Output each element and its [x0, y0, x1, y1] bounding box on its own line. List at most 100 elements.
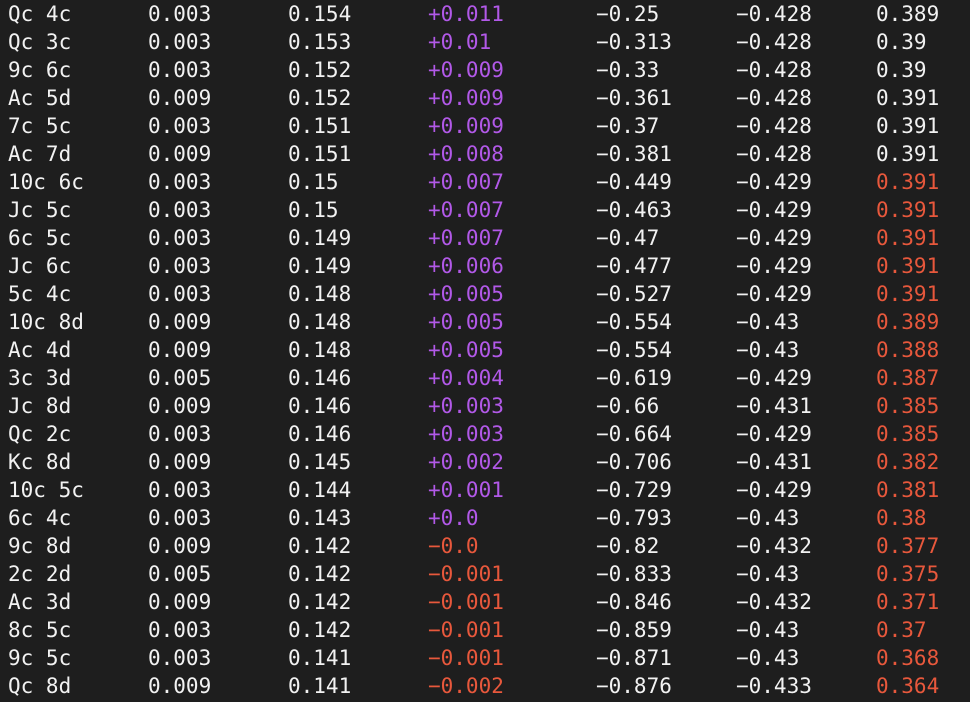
table-row: 8c 5c 0.003 0.142 −0.001 −0.859 −0.43 0.37 — [0, 616, 970, 644]
hand-cell: Ac 4d — [8, 338, 72, 362]
value-cell-1: 0.009 — [148, 450, 212, 474]
value-cell-4: −0.449 — [596, 170, 672, 194]
value-cell-4: −0.833 — [596, 562, 672, 586]
delta-cell: −0.001 — [428, 590, 504, 614]
value-cell-5: −0.43 — [736, 646, 800, 670]
value-cell-1: 0.009 — [148, 534, 212, 558]
hand-cell: 7c 5c — [8, 114, 72, 138]
value-cell-5: −0.429 — [736, 170, 812, 194]
value-cell-6: 0.385 — [876, 394, 940, 418]
value-cell-2: 0.146 — [288, 366, 352, 390]
value-cell-5: −0.428 — [736, 30, 812, 54]
value-cell-2: 0.151 — [288, 142, 352, 166]
value-cell-5: −0.43 — [736, 562, 800, 586]
delta-cell: +0.009 — [428, 86, 504, 110]
hand-cell: Jc 5c — [8, 198, 72, 222]
table-row: Ac 5d 0.009 0.152 +0.009 −0.361 −0.428 0.391 — [0, 84, 970, 112]
value-cell-6: 0.385 — [876, 422, 940, 446]
table-row: Qc 4c 0.003 0.154 +0.011 −0.25 −0.428 0.389 — [0, 0, 970, 28]
delta-cell: +0.002 — [428, 450, 504, 474]
value-cell-5: −0.43 — [736, 310, 800, 334]
table-row: 9c 5c 0.003 0.141 −0.001 −0.871 −0.43 0.368 — [0, 644, 970, 672]
value-cell-1: 0.003 — [148, 114, 212, 138]
value-cell-4: −0.729 — [596, 478, 672, 502]
value-cell-6: 0.377 — [876, 534, 940, 558]
value-cell-6: 0.391 — [876, 114, 940, 138]
hand-cell: 10c 8d — [8, 310, 84, 334]
table-row: Jc 5c 0.003 0.15 +0.007 −0.463 −0.429 0.391 — [0, 196, 970, 224]
delta-cell: +0.007 — [428, 198, 504, 222]
table-row: 9c 8d 0.009 0.142 −0.0 −0.82 −0.432 0.377 — [0, 532, 970, 560]
value-cell-1: 0.003 — [148, 422, 212, 446]
table-row: Qc 8d 0.009 0.141 −0.002 −0.876 −0.433 0.364 — [0, 672, 970, 700]
delta-cell: −0.0 — [428, 534, 479, 558]
value-cell-1: 0.009 — [148, 86, 212, 110]
value-cell-2: 0.15 — [288, 198, 339, 222]
value-cell-2: 0.149 — [288, 254, 352, 278]
hand-cell: 6c 4c — [8, 506, 72, 530]
hand-cell: 8c 5c — [8, 618, 72, 642]
value-cell-6: 0.39 — [876, 58, 927, 82]
delta-cell: +0.009 — [428, 114, 504, 138]
value-cell-6: 0.388 — [876, 338, 940, 362]
delta-cell: +0.004 — [428, 366, 504, 390]
value-cell-6: 0.391 — [876, 142, 940, 166]
value-cell-5: −0.432 — [736, 590, 812, 614]
value-cell-2: 0.154 — [288, 2, 352, 26]
hand-cell: 2c 2d — [8, 562, 72, 586]
value-cell-4: −0.477 — [596, 254, 672, 278]
value-cell-6: 0.391 — [876, 226, 940, 250]
value-cell-4: −0.25 — [596, 2, 660, 26]
value-cell-1: 0.005 — [148, 366, 212, 390]
value-cell-6: 0.389 — [876, 2, 940, 26]
hand-cell: 6c 5c — [8, 226, 72, 250]
value-cell-4: −0.664 — [596, 422, 672, 446]
hand-cell: 3c 3d — [8, 366, 72, 390]
delta-cell: −0.001 — [428, 646, 504, 670]
value-cell-1: 0.003 — [148, 198, 212, 222]
table-row: 10c 8d 0.009 0.148 +0.005 −0.554 −0.43 0.389 — [0, 308, 970, 336]
value-cell-1: 0.003 — [148, 30, 212, 54]
value-cell-1: 0.005 — [148, 562, 212, 586]
value-cell-2: 0.142 — [288, 618, 352, 642]
value-cell-6: 0.391 — [876, 86, 940, 110]
delta-cell: +0.003 — [428, 394, 504, 418]
value-cell-6: 0.39 — [876, 30, 927, 54]
value-cell-5: −0.433 — [736, 674, 812, 698]
hand-cell: 5c 4c — [8, 282, 72, 306]
value-cell-6: 0.391 — [876, 282, 940, 306]
value-cell-6: 0.391 — [876, 170, 940, 194]
hand-cell: Ac 7d — [8, 142, 72, 166]
value-cell-5: −0.429 — [736, 198, 812, 222]
table-row: 5c 4c 0.003 0.148 +0.005 −0.527 −0.429 0.391 — [0, 280, 970, 308]
hand-cell: 10c 5c — [8, 478, 84, 502]
hand-cell: Qc 8d — [8, 674, 72, 698]
value-cell-4: −0.37 — [596, 114, 660, 138]
value-cell-4: −0.619 — [596, 366, 672, 390]
table-row: 10c 5c 0.003 0.144 +0.001 −0.729 −0.429 0.381 — [0, 476, 970, 504]
value-cell-6: 0.364 — [876, 674, 940, 698]
table-row: 10c 6c 0.003 0.15 +0.007 −0.449 −0.429 0.391 — [0, 168, 970, 196]
value-cell-4: −0.33 — [596, 58, 660, 82]
value-cell-5: −0.429 — [736, 226, 812, 250]
table-row: Kc 8d 0.009 0.145 +0.002 −0.706 −0.431 0.382 — [0, 448, 970, 476]
value-cell-4: −0.47 — [596, 226, 660, 250]
value-cell-1: 0.003 — [148, 506, 212, 530]
delta-cell: +0.01 — [428, 30, 492, 54]
delta-cell: +0.0 — [428, 506, 479, 530]
value-cell-2: 0.142 — [288, 562, 352, 586]
value-cell-1: 0.009 — [148, 674, 212, 698]
value-cell-5: −0.429 — [736, 366, 812, 390]
value-cell-1: 0.003 — [148, 618, 212, 642]
hand-cell: 10c 6c — [8, 170, 84, 194]
value-cell-2: 0.148 — [288, 282, 352, 306]
value-cell-1: 0.003 — [148, 226, 212, 250]
value-cell-5: −0.43 — [736, 338, 800, 362]
table-row: Jc 6c 0.003 0.149 +0.006 −0.477 −0.429 0.391 — [0, 252, 970, 280]
delta-cell: +0.007 — [428, 226, 504, 250]
value-cell-2: 0.148 — [288, 310, 352, 334]
value-cell-5: −0.429 — [736, 478, 812, 502]
table-row: 3c 3d 0.005 0.146 +0.004 −0.619 −0.429 0.387 — [0, 364, 970, 392]
value-cell-6: 0.368 — [876, 646, 940, 670]
